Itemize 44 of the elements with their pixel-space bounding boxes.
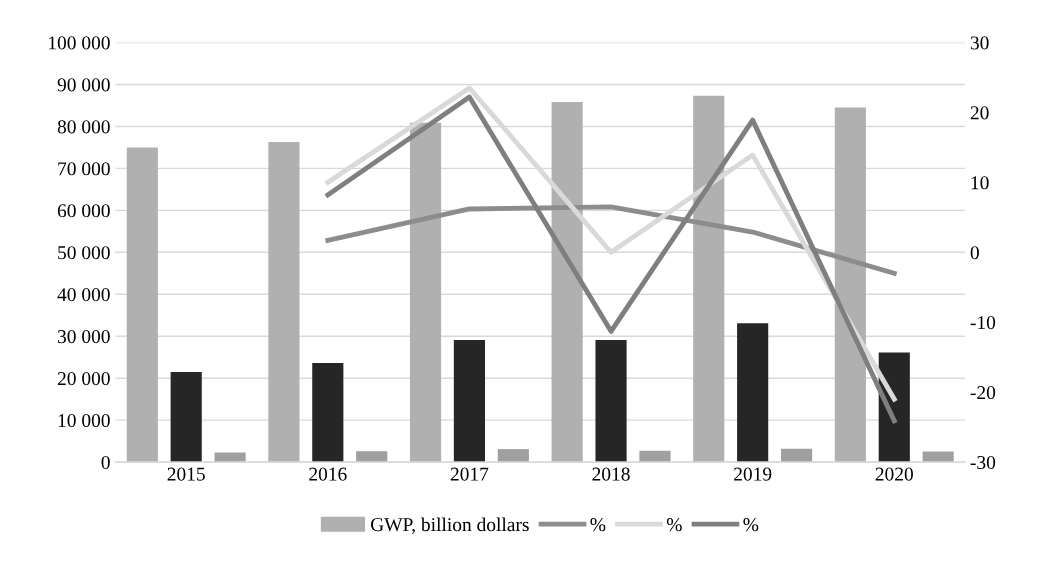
bar [126,147,158,463]
bar [737,323,769,463]
x-tick-label: 2016 [309,467,347,481]
x-tick-label: 2019 [734,467,772,481]
bar [639,450,671,463]
legend-label: % [590,518,606,532]
legend-label: % [666,518,682,532]
x-tick-label: 2020 [875,467,913,481]
bar [409,122,442,463]
bar [595,340,627,463]
y2-tick-label: 10 [971,176,989,190]
y-tick-label: 10 000 [58,413,110,428]
bar [312,363,344,463]
y2-tick-label: -30 [970,455,996,470]
y-tick-label: 20 000 [57,372,110,386]
bar [170,371,202,463]
y2-tick-label: 0 [970,246,979,260]
y-tick-label: 90 000 [57,78,110,92]
line-series [325,204,897,276]
y2-tick-label: 20 [970,106,989,120]
y2-tick-label: -10 [970,316,996,330]
x-tick-label: 2015 [167,467,205,481]
bar [214,452,246,463]
y-tick-label: 0 [101,455,110,470]
x-tick-label: 2017 [450,467,489,481]
y-tick-label: 50 000 [58,246,110,260]
y-tick-label: 40 000 [57,288,110,302]
bar [268,141,300,463]
bar [834,107,866,463]
bar [551,102,583,463]
legend-label: % [743,518,759,532]
y2-tick-label: -20 [970,385,996,400]
y-tick-label: 70 000 [58,162,110,176]
bar [453,340,486,463]
y-tick-label: 100 000 [49,36,110,50]
bar [693,95,725,463]
y-tick-label: 30 000 [57,330,110,344]
y-tick-label: 80 000 [57,120,110,134]
x-tick-label: 2018 [592,467,630,481]
y2-tick-label: 30 [970,36,989,50]
y-tick-label: 60 000 [57,204,110,218]
bar [356,451,388,463]
legend-label: GWP, billion dollars [370,517,529,534]
bar [497,449,529,463]
